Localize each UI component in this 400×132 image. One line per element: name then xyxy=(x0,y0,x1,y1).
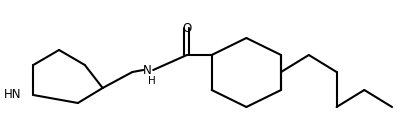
Text: N: N xyxy=(143,63,152,77)
Text: H: H xyxy=(148,76,156,86)
Text: HN: HN xyxy=(4,88,21,102)
Text: O: O xyxy=(182,22,192,34)
